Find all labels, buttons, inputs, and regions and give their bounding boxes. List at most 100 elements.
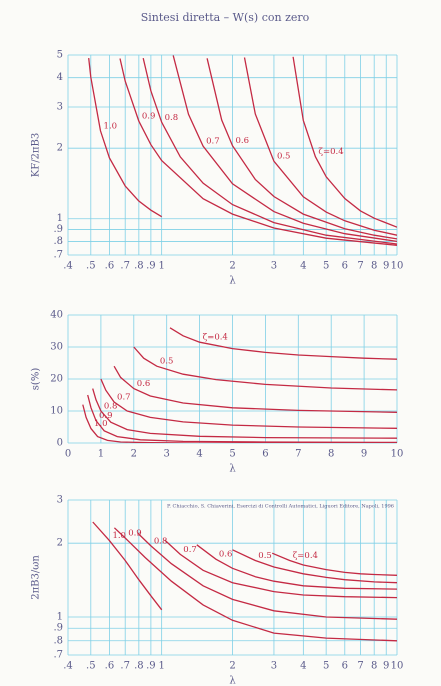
y-tick-label: .7 (53, 250, 63, 261)
y-tick-label: 3 (57, 101, 63, 112)
curve-label: 0.7 (117, 393, 131, 403)
curve-label: 0.7 (206, 137, 220, 147)
x-tick-label: 3 (164, 449, 170, 460)
x-axis-label: λ (229, 676, 236, 686)
curve (100, 378, 397, 429)
curve (113, 527, 397, 642)
curve (243, 57, 397, 236)
x-tick-label: 3 (271, 261, 277, 272)
x-axis-label: λ (229, 276, 236, 287)
curve (172, 55, 397, 243)
x-tick-label: .7 (120, 261, 130, 272)
x-tick-label: 2 (229, 261, 235, 272)
x-tick-label: 8 (371, 261, 377, 272)
y-tick-label: 1 (57, 612, 63, 623)
x-tick-label: 9 (361, 449, 367, 460)
x-tick-label: .8 (134, 661, 144, 672)
x-tick-label: 6 (342, 661, 348, 672)
curve (133, 346, 397, 391)
x-tick-label: .5 (86, 261, 96, 272)
x-tick-label: 10 (391, 261, 404, 272)
y-tick-label: 1 (57, 213, 63, 224)
x-tick-label: 5 (323, 261, 329, 272)
curve (292, 56, 397, 228)
y-axis-label: 2πB3/ωn (31, 555, 42, 600)
curve (92, 388, 397, 439)
x-tick-label: 8 (328, 449, 334, 460)
x-tick-label: 4 (300, 261, 306, 272)
x-tick-label: 9 (383, 661, 389, 672)
x-tick-label: 10 (391, 661, 404, 672)
x-tick-label: .9 (146, 661, 156, 672)
curve (196, 544, 397, 590)
curve (113, 365, 397, 413)
x-tick-label: .5 (86, 661, 96, 672)
x-tick-label: 7 (357, 261, 363, 272)
x-tick-label: 2 (229, 661, 235, 672)
curve-label: 1.0 (94, 419, 108, 429)
y-axis-label: s(%) (31, 368, 42, 391)
curve-label: 0.8 (165, 113, 179, 123)
curve-label: 1.0 (112, 531, 126, 541)
curve-label: 0.9 (142, 112, 156, 122)
curve (232, 549, 397, 584)
curve (82, 404, 397, 443)
curve (164, 539, 397, 599)
curve-label: 0.9 (128, 528, 142, 538)
x-tick-label: .9 (146, 261, 156, 272)
y-tick-label: 2 (57, 143, 63, 154)
y-tick-label: .7 (53, 650, 63, 661)
curve (169, 327, 397, 360)
x-tick-label: .6 (105, 661, 115, 672)
curve-label: 0.6 (236, 136, 250, 146)
curve (137, 532, 397, 620)
x-tick-label: 7 (357, 661, 363, 672)
curve-label: 1.0 (104, 121, 118, 131)
x-tick-label: 8 (371, 661, 377, 672)
curve (206, 58, 397, 240)
curve-label: 0.6 (137, 379, 151, 389)
curve-label: 0.5 (258, 551, 272, 561)
curve-label: ζ=0.4 (318, 147, 343, 157)
annotation: P. Chiacchio, S. Chiaverini, Esercizi di… (167, 504, 394, 510)
page-title: Sintesi diretta – W(s) con zero (141, 11, 310, 24)
curve (142, 57, 397, 245)
x-tick-label: 1 (158, 661, 164, 672)
curve-label: ζ=0.4 (293, 551, 318, 561)
curve-label: 0.7 (183, 545, 197, 555)
x-tick-label: 9 (383, 261, 389, 272)
curve-label: 0.5 (160, 357, 174, 367)
y-axis-label: KF/2πB3 (31, 133, 42, 177)
y-tick-label: 30 (50, 342, 63, 353)
y-tick-label: 4 (57, 72, 63, 83)
x-tick-label: 7 (295, 449, 301, 460)
x-tick-label: 6 (342, 261, 348, 272)
curve-label: ζ=0.4 (203, 333, 228, 343)
x-tick-label: .4 (63, 261, 73, 272)
x-tick-label: 1 (98, 449, 104, 460)
x-tick-label: 1 (158, 261, 164, 272)
curve (92, 521, 163, 611)
x-axis-label: λ (229, 464, 236, 475)
x-tick-label: .8 (134, 261, 144, 272)
curve (271, 552, 397, 576)
x-tick-label: .7 (120, 661, 130, 672)
y-tick-label: 5 (57, 50, 63, 61)
curve-label: 0.9 (99, 411, 113, 421)
x-tick-label: 2 (131, 449, 137, 460)
curve (87, 394, 397, 443)
x-tick-label: 4 (300, 661, 306, 672)
x-tick-label: 10 (391, 449, 404, 460)
y-tick-label: 3 (57, 495, 63, 506)
x-tick-label: 6 (262, 449, 268, 460)
y-tick-label: .8 (53, 236, 63, 247)
curve-label: 0.8 (104, 402, 118, 412)
y-tick-label: .9 (53, 623, 63, 634)
x-tick-label: .6 (105, 261, 115, 272)
y-tick-label: 2 (57, 538, 63, 549)
curve (88, 58, 163, 218)
curve-label: 0.8 (154, 536, 168, 546)
x-tick-label: 0 (65, 449, 71, 460)
y-tick-label: .8 (53, 635, 63, 646)
